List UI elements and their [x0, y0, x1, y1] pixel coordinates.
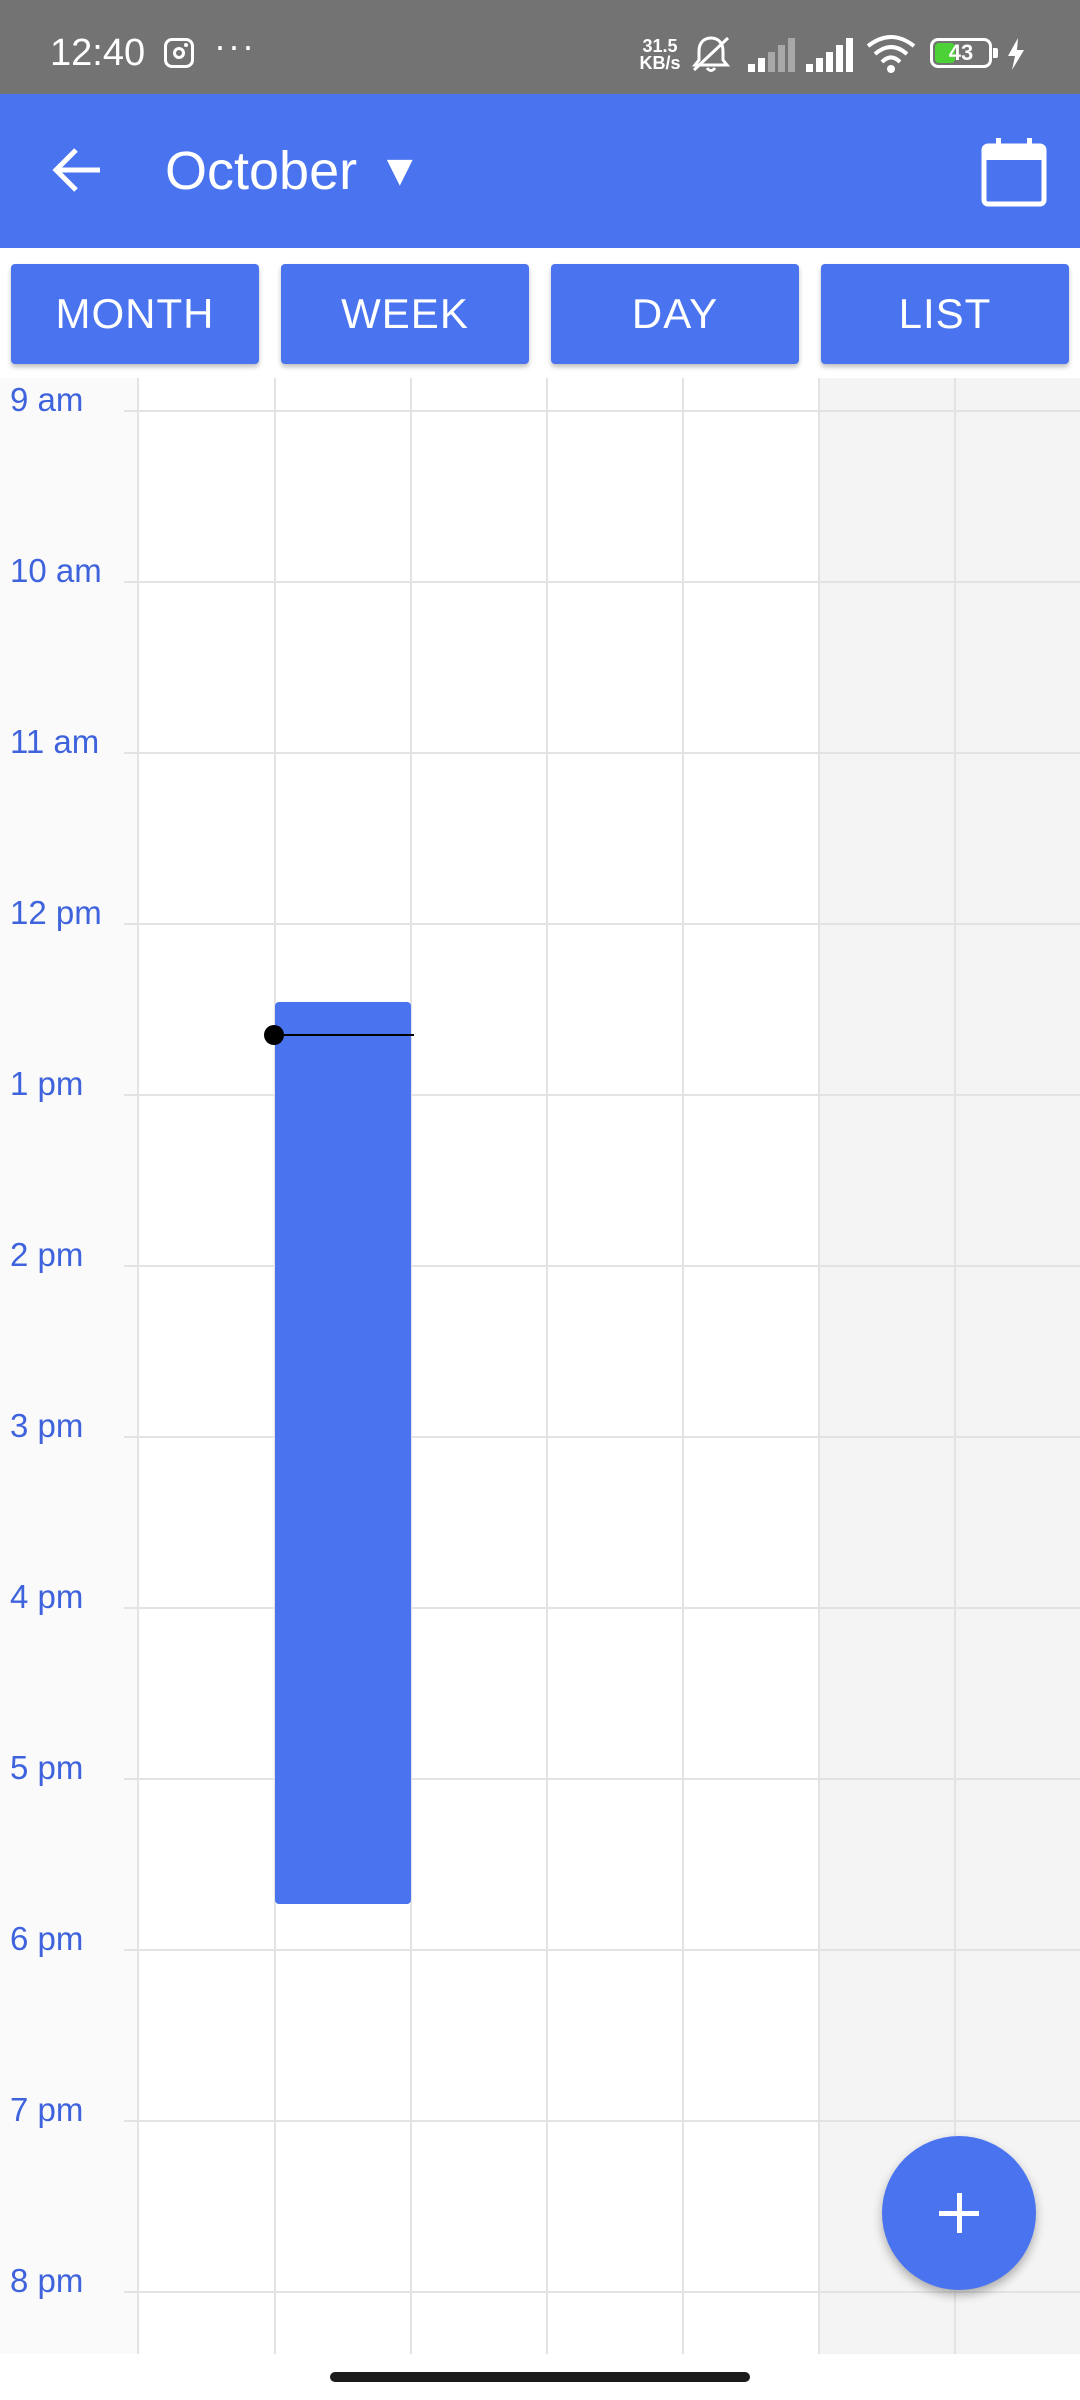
- home-indicator[interactable]: [330, 2372, 750, 2382]
- wifi-icon: [866, 35, 916, 73]
- more-icon: ···: [214, 25, 256, 66]
- hour-label: 9 am: [10, 381, 84, 418]
- month-title[interactable]: October: [165, 141, 358, 201]
- charging-icon: [1008, 38, 1024, 70]
- hour-line: [124, 1094, 1080, 1096]
- hour-line: [124, 1436, 1080, 1438]
- hour-line: [124, 752, 1080, 754]
- hour-label: 12 pm: [10, 894, 102, 931]
- hour-line: [124, 1949, 1080, 1951]
- instagram-icon: [164, 38, 194, 68]
- hour-line: [124, 410, 1080, 412]
- hour-line: [124, 1778, 1080, 1780]
- status-time: 12:40: [50, 32, 146, 74]
- calendar-icon[interactable]: [976, 134, 1052, 210]
- hour-line: [124, 1607, 1080, 1609]
- day-column-divider: [682, 378, 684, 2354]
- hour-label: 6 pm: [10, 1920, 84, 1957]
- hour-label: 11 am: [10, 723, 100, 760]
- hour-label: 7 pm: [10, 2091, 84, 2128]
- day-column-divider: [137, 378, 139, 2354]
- day-column-divider: [818, 378, 820, 2354]
- tab-month[interactable]: MONTH: [11, 264, 259, 364]
- status-bar: 12:40 ··· 31.5 KB/s 43: [0, 0, 1080, 94]
- network-speed-unit: KB/s: [639, 53, 681, 73]
- tab-list[interactable]: LIST: [821, 264, 1069, 364]
- day-column-divider: [546, 378, 548, 2354]
- signal-icon: [748, 36, 796, 72]
- hour-label: 4 pm: [10, 1578, 84, 1615]
- hour-label: 5 pm: [10, 1749, 84, 1786]
- hour-label: 3 pm: [10, 1407, 84, 1444]
- network-speed-value: 31.5: [642, 36, 678, 56]
- calendar-event[interactable]: [275, 1002, 411, 1904]
- hour-line: [124, 2291, 1080, 2293]
- hour-line: [124, 1265, 1080, 1267]
- week-time-grid[interactable]: 9 am 10 am 11 am 12 pm 1 pm 2 pm 3 pm 4 …: [0, 378, 1080, 2354]
- add-event-button[interactable]: [882, 2136, 1036, 2290]
- view-tabs: MONTH WEEK DAY LIST: [0, 248, 1080, 378]
- tab-day[interactable]: DAY: [551, 264, 799, 364]
- hour-label: 1 pm: [10, 1065, 84, 1102]
- dropdown-arrow-icon[interactable]: ▼: [378, 146, 422, 195]
- hour-line: [124, 2120, 1080, 2122]
- day-column-divider: [410, 378, 412, 2354]
- current-time-line: [274, 1034, 414, 1036]
- hour-line: [124, 923, 1080, 925]
- navigation-bar: [0, 2354, 1080, 2400]
- signal-icon: [806, 36, 854, 72]
- hour-label: 8 pm: [10, 2262, 84, 2299]
- mute-icon: [691, 36, 731, 72]
- current-time-dot: [264, 1025, 284, 1045]
- hour-label: 2 pm: [10, 1236, 84, 1273]
- weekend-shade: [818, 378, 1080, 2354]
- time-gutter: [0, 378, 138, 2354]
- day-column-divider: [954, 378, 956, 2354]
- battery-icon: 43: [930, 38, 998, 68]
- app-bar: October ▼: [0, 94, 1080, 248]
- hour-label: 10 am: [10, 552, 102, 589]
- battery-fill: [935, 43, 956, 63]
- arrow-left-icon[interactable]: [40, 132, 116, 208]
- tab-week[interactable]: WEEK: [281, 264, 529, 364]
- battery-level: 43: [948, 40, 974, 65]
- hour-line: [124, 581, 1080, 583]
- network-speed: 31.5 KB/s: [636, 36, 684, 73]
